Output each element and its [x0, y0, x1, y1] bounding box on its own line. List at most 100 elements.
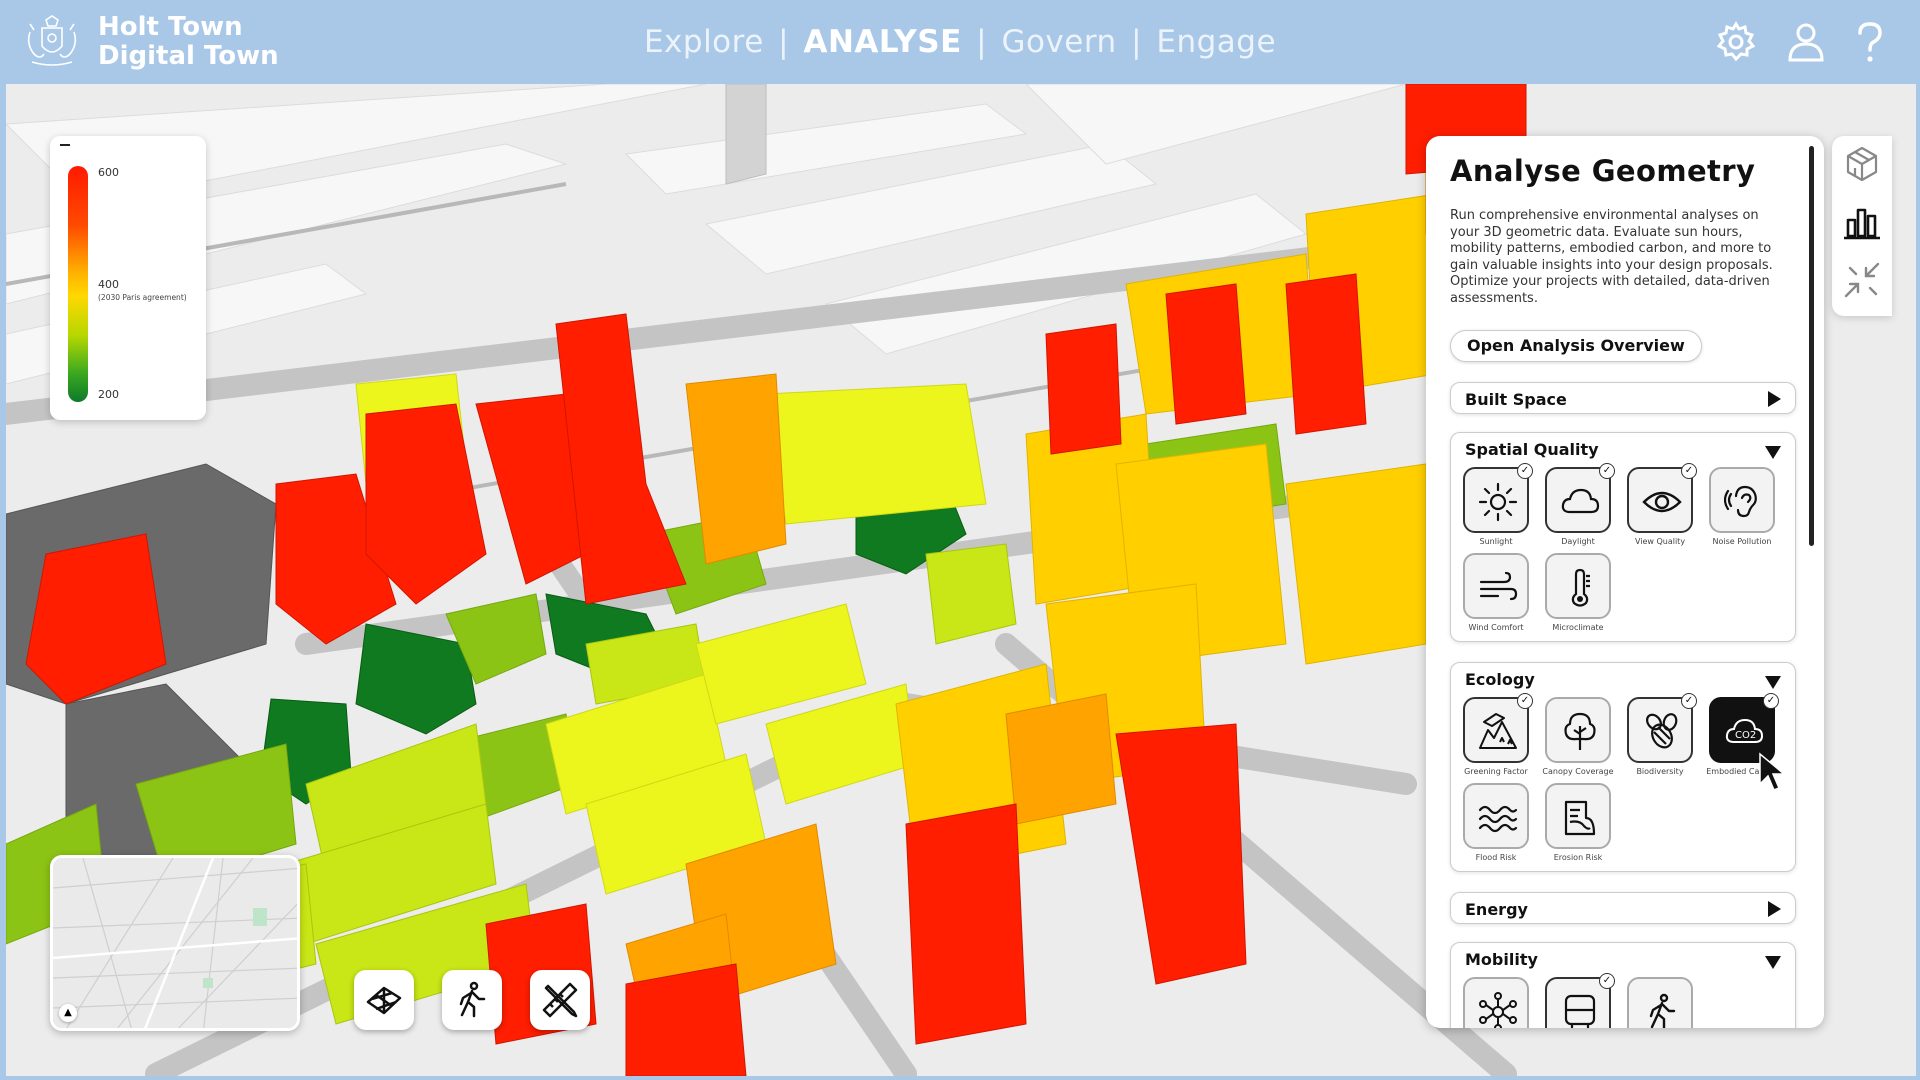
waves-icon [1478, 805, 1518, 833]
collapse-arrow-icon[interactable] [1765, 956, 1781, 969]
section-title: Spatial Quality [1465, 440, 1599, 459]
check-icon: ✓ [1599, 463, 1615, 479]
main-nav: Explore | ANALYSE | Govern | Engage [0, 24, 1920, 60]
check-icon: ✓ [1599, 973, 1615, 989]
nav-explore[interactable]: Explore [643, 24, 764, 60]
tile-label: Biodiversity [1636, 767, 1684, 776]
section-ecology: Ecology ✓ Greening Factor [1450, 662, 1796, 872]
wind-comfort-tile[interactable] [1463, 553, 1529, 619]
nav-separator: | [976, 24, 988, 60]
erosion-icon [1564, 800, 1596, 836]
compress-arrows-icon[interactable] [1840, 258, 1884, 302]
walk-tool[interactable] [442, 970, 502, 1030]
bus-icon [1564, 994, 1596, 1028]
cloud-icon [1561, 488, 1600, 514]
expand-arrow-icon[interactable] [1768, 901, 1781, 917]
legend-gradient-bar [68, 166, 88, 402]
legend-mid-note: (2030 Paris agreement) [98, 293, 187, 302]
flood-risk-tile[interactable] [1463, 783, 1529, 849]
thermometer-icon [1571, 568, 1590, 607]
side-tab-bar [1832, 136, 1892, 316]
measure-tool[interactable] [530, 970, 590, 1030]
erosion-risk-tile[interactable] [1545, 783, 1611, 849]
microclimate-tile[interactable] [1545, 553, 1611, 619]
legend-collapse-handle[interactable] [60, 144, 70, 146]
tile-label: Greening Factor [1464, 767, 1528, 776]
nav-separator: | [778, 24, 790, 60]
nav-govern[interactable]: Govern [1001, 24, 1117, 60]
gear-icon[interactable] [1714, 20, 1758, 64]
network-nodes-icon [1479, 992, 1517, 1028]
panel-description: Run comprehensive environmental analyses… [1450, 208, 1773, 306]
mouse-cursor-icon [1759, 752, 1787, 791]
expand-arrow-icon[interactable] [1768, 391, 1781, 407]
svg-text:CO2: CO2 [1735, 730, 1756, 741]
ruler-pencil-icon [542, 982, 578, 1018]
help-icon[interactable] [1848, 20, 1892, 64]
section-title: Energy [1465, 900, 1528, 919]
section-spatial-quality: Spatial Quality ✓ Sunlight ✓ Daylight [1450, 432, 1796, 642]
tile-label: Flood Risk [1475, 853, 1517, 862]
legend-top-value: 600 [98, 166, 119, 179]
top-bar: Holt Town Digital Town Explore | ANALYSE… [0, 0, 1920, 84]
brand-line-2: Digital Town [98, 41, 279, 71]
check-icon: ✓ [1517, 693, 1533, 709]
biodiversity-tile[interactable]: ✓ [1627, 693, 1697, 763]
transit-tile[interactable]: ✓ [1545, 973, 1615, 1028]
greening-landscape-icon [1479, 713, 1517, 749]
brand-line-1: Holt Town [98, 12, 243, 42]
canopy-coverage-tile[interactable] [1545, 697, 1611, 763]
bar-chart-icon[interactable] [1840, 200, 1884, 244]
section-title: Mobility [1465, 950, 1538, 969]
nav-separator: | [1131, 24, 1143, 60]
section-built-space[interactable]: Built Space [1450, 382, 1796, 414]
3d-cube-icon[interactable] [1840, 142, 1884, 186]
noise-pollution-tile[interactable] [1709, 467, 1775, 533]
network-tile[interactable] [1463, 977, 1529, 1028]
legend-mid-value: 400 [98, 278, 119, 291]
panel-title: Analyse Geometry [1450, 154, 1756, 188]
walkability-tile[interactable] [1627, 977, 1693, 1028]
walking-person-icon [459, 981, 486, 1018]
check-icon: ✓ [1681, 693, 1697, 709]
check-icon: ✓ [1681, 463, 1697, 479]
tile-label: Canopy Coverage [1542, 767, 1614, 776]
eye-icon [1642, 491, 1682, 513]
tile-label: View Quality [1634, 537, 1686, 546]
nav-engage[interactable]: Engage [1156, 24, 1277, 60]
tile-label: Sunlight [1479, 537, 1513, 546]
greening-factor-tile[interactable]: ✓ [1463, 693, 1533, 763]
coat-of-arms-logo [27, 15, 77, 66]
section-energy[interactable]: Energy [1450, 892, 1796, 924]
tile-label: Microclimate [1552, 623, 1604, 632]
minimap-streets [53, 858, 297, 1028]
panel-scrollbar[interactable] [1809, 146, 1814, 546]
section-title: Built Space [1465, 390, 1567, 409]
bee-icon [1646, 713, 1678, 749]
grid-plane-tool[interactable] [354, 970, 414, 1030]
embodied-carbon-tile[interactable]: CO2 ✓ [1709, 693, 1779, 763]
tile-label: Noise Pollution [1712, 537, 1772, 546]
compass-north-icon[interactable]: ▲ [59, 1004, 77, 1022]
minimap[interactable]: ▲ [50, 855, 300, 1031]
check-icon: ✓ [1763, 693, 1779, 709]
section-title: Ecology [1465, 670, 1535, 689]
wind-icon [1479, 571, 1518, 601]
tile-label: Daylight [1561, 537, 1595, 546]
collapse-arrow-icon[interactable] [1765, 676, 1781, 689]
tile-label: Wind Comfort [1468, 623, 1524, 632]
nav-analyse[interactable]: ANALYSE [803, 24, 962, 60]
view-quality-tile[interactable]: ✓ [1627, 463, 1697, 533]
co2-cloud-icon: CO2 [1725, 718, 1764, 743]
legend-bottom-value: 200 [98, 388, 119, 401]
grid-plane-icon [366, 986, 402, 1015]
daylight-tile[interactable]: ✓ [1545, 463, 1615, 533]
open-analysis-overview-button[interactable]: Open Analysis Overview [1450, 330, 1702, 362]
walking-person-icon [1649, 993, 1676, 1028]
collapse-arrow-icon[interactable] [1765, 446, 1781, 459]
analyse-geometry-panel: Analyse Geometry Run comprehensive envir… [1426, 136, 1824, 1028]
sunlight-tile[interactable]: ✓ [1463, 463, 1533, 533]
user-icon[interactable] [1784, 20, 1828, 64]
tree-icon [1564, 712, 1596, 750]
